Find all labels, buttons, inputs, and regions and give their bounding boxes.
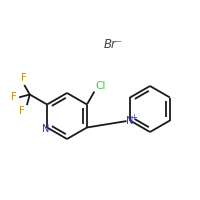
Text: N: N bbox=[126, 116, 134, 126]
Text: F: F bbox=[19, 106, 25, 116]
Text: +: + bbox=[130, 113, 137, 122]
Text: N: N bbox=[42, 123, 49, 134]
Text: F: F bbox=[21, 73, 27, 83]
Text: Cl: Cl bbox=[95, 81, 106, 91]
Text: F: F bbox=[11, 92, 17, 102]
Text: Br⁻: Br⁻ bbox=[103, 38, 123, 51]
